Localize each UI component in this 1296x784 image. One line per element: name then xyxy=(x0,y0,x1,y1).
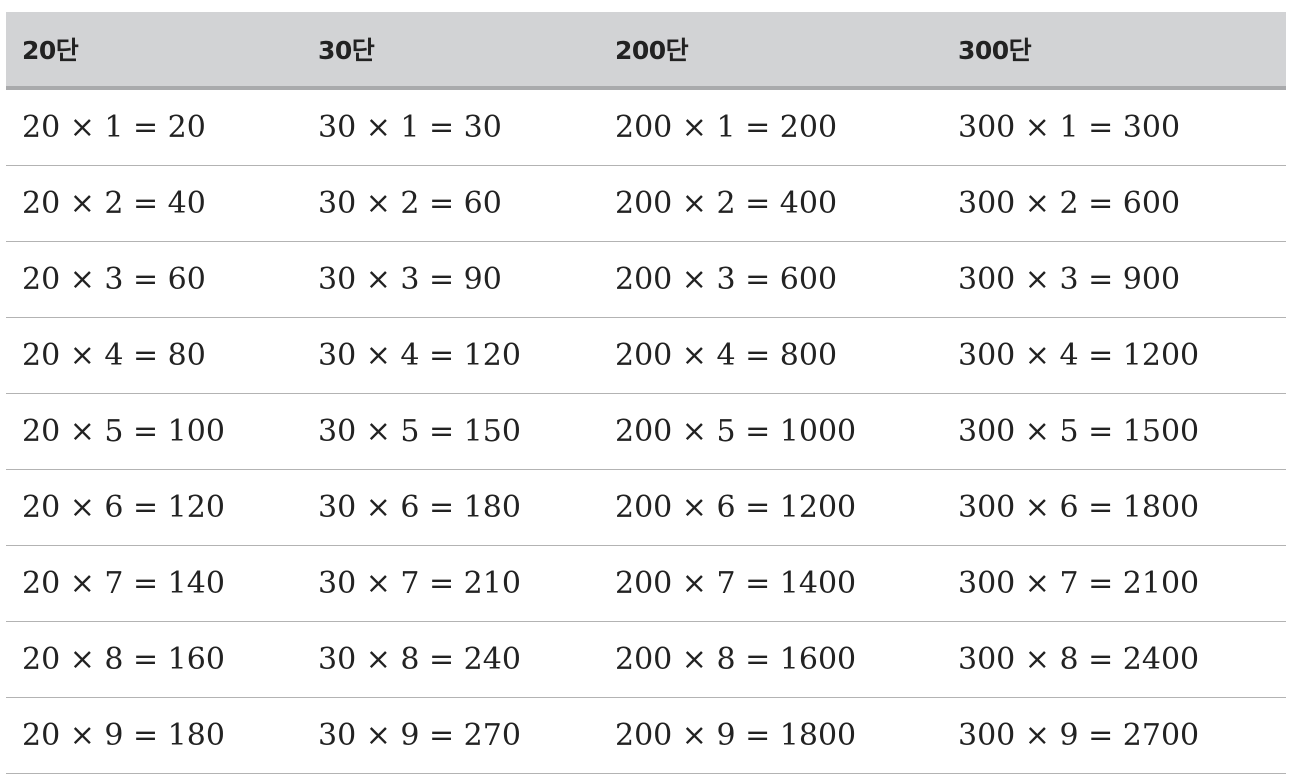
table-cell: 200 × 2 = 400 xyxy=(599,165,942,242)
table-row: 20 × 2 = 40 30 × 2 = 60 200 × 2 = 400 30… xyxy=(6,165,1286,242)
table-row: 20 × 6 = 120 30 × 6 = 180 200 × 6 = 1200… xyxy=(6,469,1286,546)
table-cell: 200 × 5 = 1000 xyxy=(599,393,942,470)
table-cell: 20 × 8 = 160 xyxy=(6,621,302,698)
table-body: 20 × 1 = 20 30 × 1 = 30 200 × 1 = 200 30… xyxy=(6,88,1286,774)
column-header-30: 30단 xyxy=(302,12,599,90)
table-cell: 20 × 6 = 120 xyxy=(6,469,302,546)
table-row: 20 × 1 = 20 30 × 1 = 30 200 × 1 = 200 30… xyxy=(6,88,1286,166)
table-cell: 300 × 9 = 2700 xyxy=(942,697,1286,774)
table-cell: 30 × 1 = 30 xyxy=(302,88,599,166)
table-cell: 200 × 7 = 1400 xyxy=(599,545,942,622)
table-row: 20 × 8 = 160 30 × 8 = 240 200 × 8 = 1600… xyxy=(6,621,1286,698)
table-row: 20 × 5 = 100 30 × 5 = 150 200 × 5 = 1000… xyxy=(6,393,1286,470)
table-cell: 30 × 3 = 90 xyxy=(302,241,599,318)
multiplication-table-container: 20단 30단 200단 300단 20 × 1 = 20 30 × 1 = 3… xyxy=(6,12,1286,774)
table-row: 20 × 3 = 60 30 × 3 = 90 200 × 3 = 600 30… xyxy=(6,241,1286,318)
column-header-200: 200단 xyxy=(599,12,942,90)
table-cell: 300 × 1 = 300 xyxy=(942,88,1286,166)
multiplication-table: 20단 30단 200단 300단 20 × 1 = 20 30 × 1 = 3… xyxy=(6,12,1286,774)
table-row: 20 × 9 = 180 30 × 9 = 270 200 × 9 = 1800… xyxy=(6,697,1286,774)
table-cell: 30 × 4 = 120 xyxy=(302,317,599,394)
table-cell: 20 × 4 = 80 xyxy=(6,317,302,394)
table-header: 20단 30단 200단 300단 xyxy=(6,12,1286,90)
table-cell: 200 × 3 = 600 xyxy=(599,241,942,318)
table-cell: 30 × 7 = 210 xyxy=(302,545,599,622)
table-cell: 30 × 8 = 240 xyxy=(302,621,599,698)
table-cell: 20 × 7 = 140 xyxy=(6,545,302,622)
table-cell: 300 × 5 = 1500 xyxy=(942,393,1286,470)
table-cell: 30 × 5 = 150 xyxy=(302,393,599,470)
table-cell: 300 × 3 = 900 xyxy=(942,241,1286,318)
table-cell: 200 × 4 = 800 xyxy=(599,317,942,394)
table-row: 20 × 4 = 80 30 × 4 = 120 200 × 4 = 800 3… xyxy=(6,317,1286,394)
table-cell: 20 × 1 = 20 xyxy=(6,88,302,166)
table-cell: 200 × 9 = 1800 xyxy=(599,697,942,774)
column-header-20: 20단 xyxy=(6,12,302,90)
table-cell: 300 × 8 = 2400 xyxy=(942,621,1286,698)
table-row: 20 × 7 = 140 30 × 7 = 210 200 × 7 = 1400… xyxy=(6,545,1286,622)
table-cell: 200 × 6 = 1200 xyxy=(599,469,942,546)
table-cell: 30 × 6 = 180 xyxy=(302,469,599,546)
table-cell: 300 × 6 = 1800 xyxy=(942,469,1286,546)
header-row: 20단 30단 200단 300단 xyxy=(6,12,1286,90)
table-cell: 200 × 1 = 200 xyxy=(599,88,942,166)
table-cell: 20 × 5 = 100 xyxy=(6,393,302,470)
table-cell: 300 × 7 = 2100 xyxy=(942,545,1286,622)
table-cell: 300 × 4 = 1200 xyxy=(942,317,1286,394)
table-cell: 20 × 2 = 40 xyxy=(6,165,302,242)
table-cell: 20 × 9 = 180 xyxy=(6,697,302,774)
table-cell: 30 × 9 = 270 xyxy=(302,697,599,774)
table-cell: 20 × 3 = 60 xyxy=(6,241,302,318)
table-cell: 200 × 8 = 1600 xyxy=(599,621,942,698)
table-cell: 300 × 2 = 600 xyxy=(942,165,1286,242)
table-cell: 30 × 2 = 60 xyxy=(302,165,599,242)
column-header-300: 300단 xyxy=(942,12,1286,90)
